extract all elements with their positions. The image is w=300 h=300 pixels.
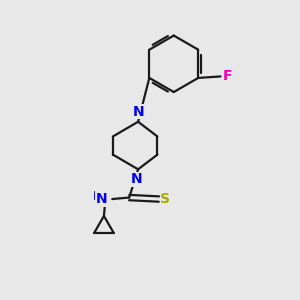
Text: F: F [222,69,232,83]
Text: H: H [93,190,102,203]
Text: N: N [95,192,107,206]
Text: N: N [131,172,142,186]
Text: N: N [132,105,144,119]
Text: S: S [160,192,170,206]
